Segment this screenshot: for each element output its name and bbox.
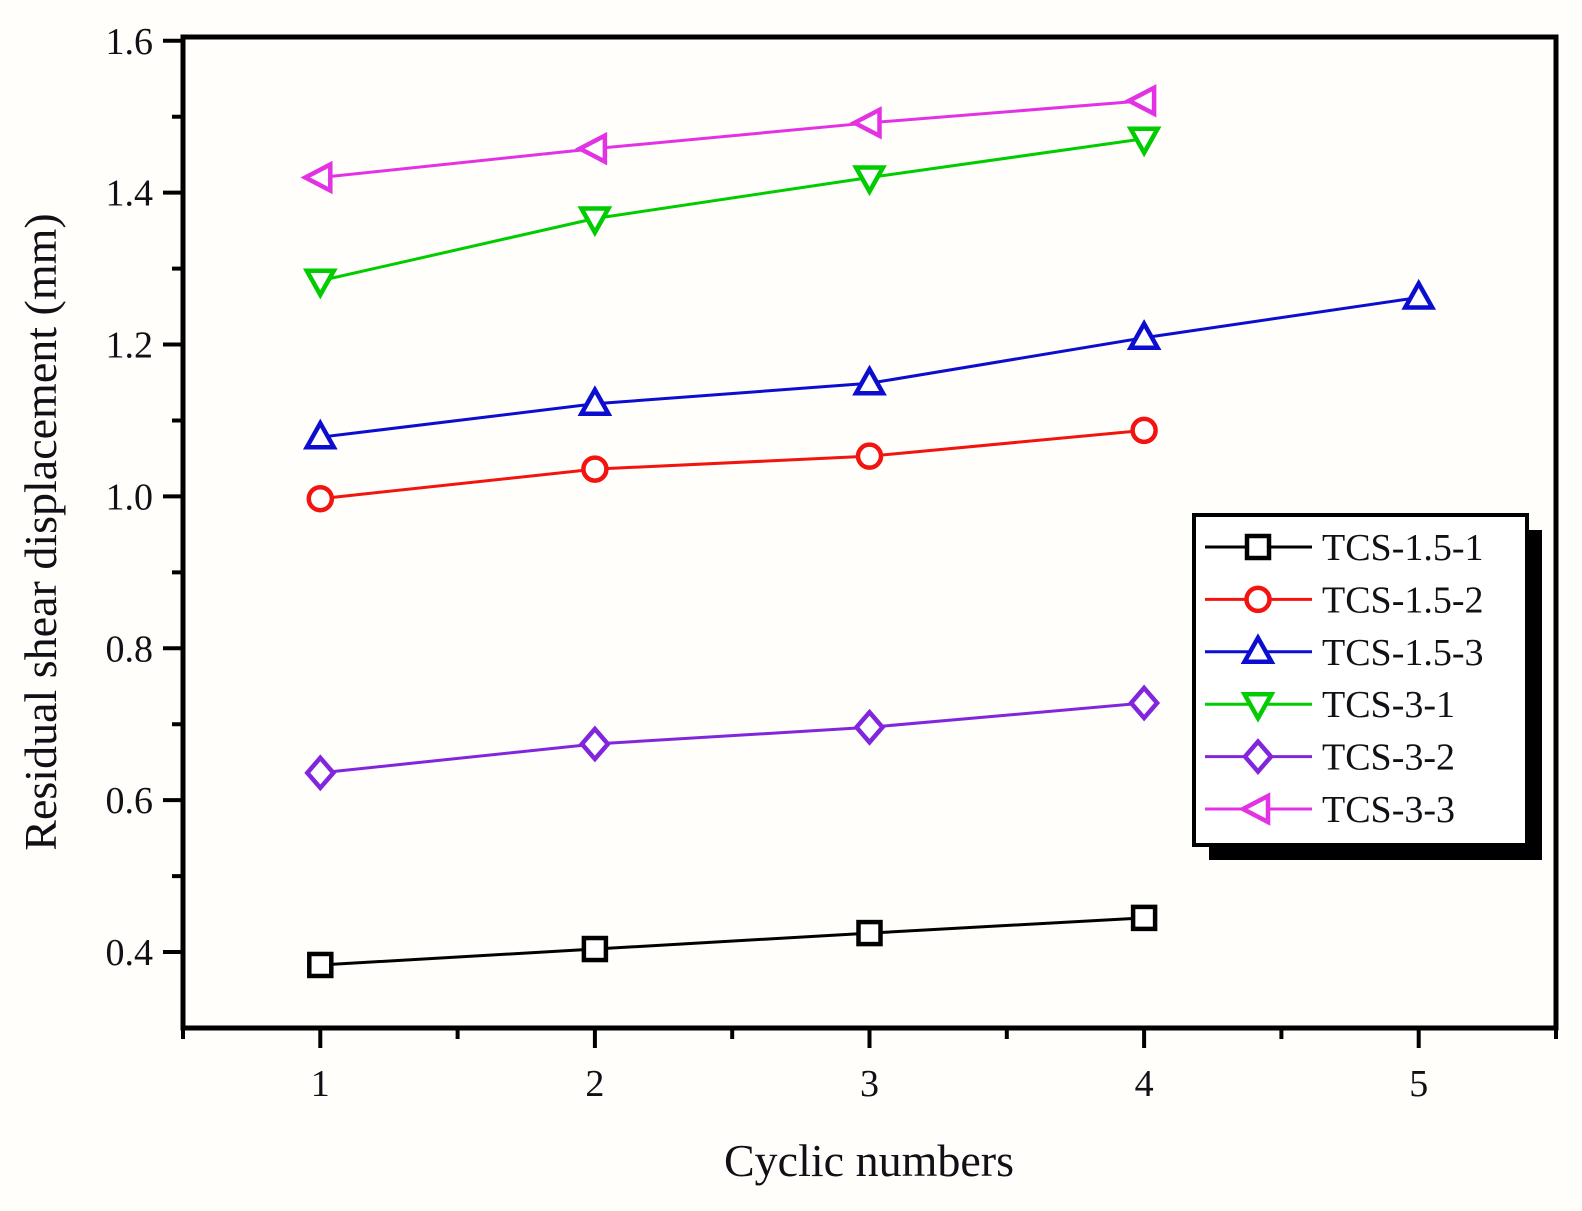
marker-circle (1244, 585, 1272, 614)
marker-square (1130, 904, 1158, 932)
marker-diamond (578, 725, 611, 763)
legend-item: TCS-3-1 (1205, 684, 1455, 726)
plot-root: 0.40.60.81.01.21.41.61 2 3 4 5TCS-1.5-1TCS-1… (106, 21, 1559, 1105)
legend-label: TCS-3-2 (1322, 737, 1455, 779)
marker-square (856, 919, 883, 947)
marker-triangle-down (852, 165, 887, 197)
x-tick-label: 2 (585, 1063, 604, 1105)
y-tick-label: 1.6 (106, 21, 154, 63)
marker-diamond (304, 754, 337, 792)
series-TCS-1.5-3 (302, 278, 1437, 450)
series-TCS-1.5-1 (307, 904, 1158, 979)
marker-triangle-up (302, 418, 338, 450)
x-tick-label: 1 (311, 1063, 330, 1105)
series-TCS-3-2 (304, 684, 1161, 792)
x-tick-label: 3 (860, 1063, 879, 1105)
y-tick-label: 0.4 (106, 932, 154, 974)
marker-triangle-down (577, 206, 613, 238)
legend-label: TCS-3-3 (1322, 789, 1455, 831)
marker-triangle-left (300, 160, 333, 195)
series-TCS-1.5-2 (306, 416, 1158, 513)
legend-item: TCS-1.5-3 (1205, 632, 1484, 674)
marker-triangle-left (849, 106, 882, 140)
legend-item: TCS-1.5-1 (1205, 527, 1484, 569)
legend-item: TCS-1.5-2 (1205, 579, 1484, 621)
marker-square (307, 951, 334, 979)
marker-triangle-left (1124, 84, 1157, 118)
marker-circle (1130, 416, 1158, 445)
marker-triangle-down (302, 268, 338, 300)
y-tick-label: 0.8 (106, 628, 154, 670)
marker-diamond (1242, 738, 1274, 776)
marker-triangle-up (1401, 278, 1437, 310)
series-TCS-3-3 (300, 84, 1157, 195)
legend-label: TCS-1.5-3 (1322, 632, 1484, 674)
legend-box (1192, 513, 1529, 847)
series-line (319, 137, 1145, 283)
marker-diamond (1128, 684, 1161, 722)
marker-triangle-down (1126, 126, 1162, 158)
series-line (320, 916, 1145, 967)
y-tick-label: 1.4 (106, 173, 154, 215)
marker-square (1244, 533, 1272, 561)
marker-triangle-left (575, 131, 608, 166)
series-line (320, 701, 1145, 775)
marker-diamond (853, 708, 886, 746)
marker-circle (581, 455, 609, 483)
x-tick-label: 4 (1135, 1063, 1154, 1105)
marker-triangle-up (1240, 633, 1276, 665)
marker-triangle-left (1238, 792, 1271, 826)
series-line (320, 428, 1145, 501)
legend-label: TCS-3-1 (1322, 684, 1455, 726)
x-tick-label: 5 (1409, 1063, 1428, 1105)
legend-item: TCS-3-2 (1205, 737, 1455, 779)
legend-label: TCS-1.5-1 (1322, 527, 1484, 569)
y-tick-label: 1.2 (106, 325, 154, 367)
series-line (320, 99, 1145, 179)
marker-triangle-down (1240, 691, 1276, 723)
y-axis-title: Residual shear displacement (mm) (15, 213, 66, 850)
series-TCS-3-1 (302, 126, 1162, 300)
legend: TCS-1.5-1 TCS-1.5-2 TCS-1.5-3 TCS-3-1 TCS-3-… (1192, 513, 1542, 860)
plot-frame (180, 34, 1559, 1031)
x-axis-title: Cyclic numbers (724, 1135, 1014, 1186)
marker-triangle-up (1126, 319, 1162, 350)
marker-circle (855, 442, 884, 470)
y-tick-label: 1.0 (106, 476, 154, 518)
y-tick-label: 0.6 (106, 780, 154, 822)
legend-label: TCS-1.5-2 (1322, 579, 1484, 621)
marker-triangle-up (577, 385, 613, 417)
marker-square (581, 935, 609, 963)
marker-triangle-up (852, 364, 887, 396)
legend-item: TCS-3-3 (1205, 789, 1455, 831)
marker-circle (306, 484, 335, 513)
